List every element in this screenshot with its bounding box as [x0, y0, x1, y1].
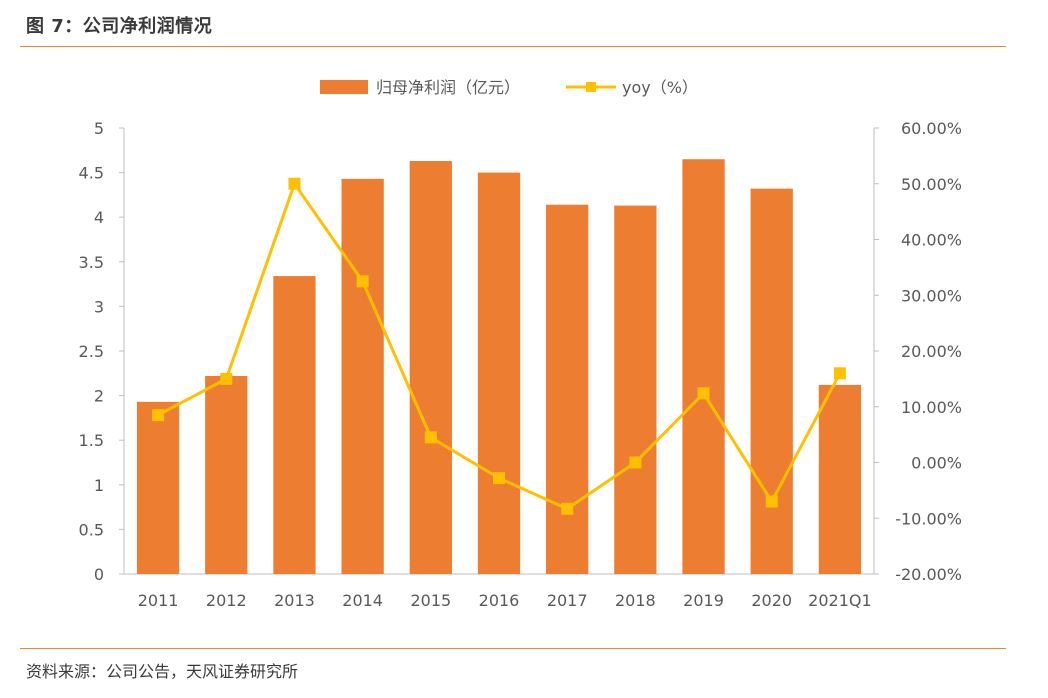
bar-2011 — [136, 401, 180, 574]
right-tick-label: -20.00% — [895, 565, 962, 584]
x-tick-label: 2016 — [479, 591, 520, 610]
chart-container: 归母净利润（亿元） yoy（%） 0 0.5 1 1.5 2 2.5 3 3.5 4 4.5 5 -2… — [0, 60, 1048, 640]
chart-legend: 归母净利润（亿元） yoy（%） — [320, 78, 698, 97]
x-tick-label: 2018 — [615, 591, 656, 610]
left-tick-label: 1 — [94, 476, 104, 495]
footer-rule — [20, 648, 1006, 649]
x-tick-label: 2011 — [138, 591, 179, 610]
left-tick-label: 2 — [94, 387, 104, 406]
yoy-point-2021Q1 — [833, 367, 846, 380]
legend-line-marker — [586, 82, 596, 92]
yoy-line-series — [152, 177, 846, 515]
figure-header: 图 7：公司净利润情况 — [20, 14, 1006, 44]
x-tick-label: 2020 — [751, 591, 792, 610]
right-tick-label: -10.00% — [895, 509, 962, 528]
yoy-point-2011 — [152, 409, 165, 422]
figure-title: 图 7：公司净利润情况 — [26, 16, 213, 37]
bar-series — [136, 159, 862, 574]
header-rule — [20, 46, 1006, 47]
legend-line-label: yoy（%） — [622, 78, 698, 97]
bar-2020 — [750, 188, 793, 574]
yoy-point-2013 — [288, 177, 301, 190]
left-tick-label: 3 — [94, 297, 104, 316]
right-tick-label: 20.00% — [901, 342, 962, 361]
bar-2013 — [273, 276, 316, 574]
x-tick-label: 2013 — [274, 591, 315, 610]
x-tick-label: 2014 — [342, 591, 383, 610]
legend-bar-swatch — [320, 80, 368, 94]
bar-2019 — [682, 159, 725, 574]
x-tick-label: 2019 — [683, 591, 724, 610]
right-tick-label: 40.00% — [901, 231, 962, 250]
right-tick-label: 60.00% — [901, 119, 962, 138]
left-tick-label: 1.5 — [79, 431, 104, 450]
x-axis: 2011 2012 2013 2014 2015 2016 2017 2018 2019 2020… — [124, 573, 874, 610]
left-tick-label: 5 — [94, 119, 104, 138]
x-tick-label: 2017 — [547, 591, 588, 610]
bar-2015 — [409, 161, 452, 574]
net-profit-chart: 归母净利润（亿元） yoy（%） 0 0.5 1 1.5 2 2.5 3 3.5 4 4.5 5 -2… — [79, 78, 962, 610]
left-tick-label: 0 — [94, 565, 104, 584]
right-y-axis: -20.00% -10.00% 0.00% 10.00% 20.00% 30.00% 40.… — [873, 119, 962, 584]
left-tick-label: 0.5 — [79, 520, 104, 539]
yoy-point-2014 — [356, 275, 369, 288]
left-tick-label: 4.5 — [79, 164, 104, 183]
left-tick-label: 3.5 — [79, 253, 104, 272]
bar-2014 — [341, 178, 384, 574]
right-tick-label: 10.00% — [901, 398, 962, 417]
yoy-point-2016 — [493, 472, 505, 485]
bar-2017 — [546, 204, 589, 574]
yoy-point-2015 — [424, 431, 437, 444]
bar-2018 — [614, 205, 657, 574]
yoy-point-2012 — [220, 372, 233, 385]
bar-2012 — [205, 375, 248, 574]
yoy-point-2019 — [697, 387, 710, 400]
x-tick-label: 2021Q1 — [808, 591, 872, 610]
x-tick-label: 2015 — [410, 591, 451, 610]
left-tick-label: 4 — [94, 208, 104, 227]
left-tick-label: 2.5 — [79, 342, 104, 361]
left-y-axis: 0 0.5 1 1.5 2 2.5 3 3.5 4 4.5 5 — [79, 119, 125, 584]
right-tick-label: 50.00% — [901, 175, 962, 194]
bar-2016 — [477, 172, 521, 574]
right-tick-label: 30.00% — [901, 286, 962, 305]
x-tick-label: 2012 — [206, 591, 247, 610]
yoy-point-2017 — [561, 502, 574, 515]
yoy-point-2020 — [765, 495, 778, 508]
right-tick-label: 0.00% — [911, 454, 962, 473]
yoy-point-2018 — [629, 456, 642, 469]
source-note: 资料来源：公司公告，天风证券研究所 — [26, 662, 299, 681]
bar-2021Q1 — [818, 384, 862, 574]
legend-bar-label: 归母净利润（亿元） — [376, 78, 520, 97]
